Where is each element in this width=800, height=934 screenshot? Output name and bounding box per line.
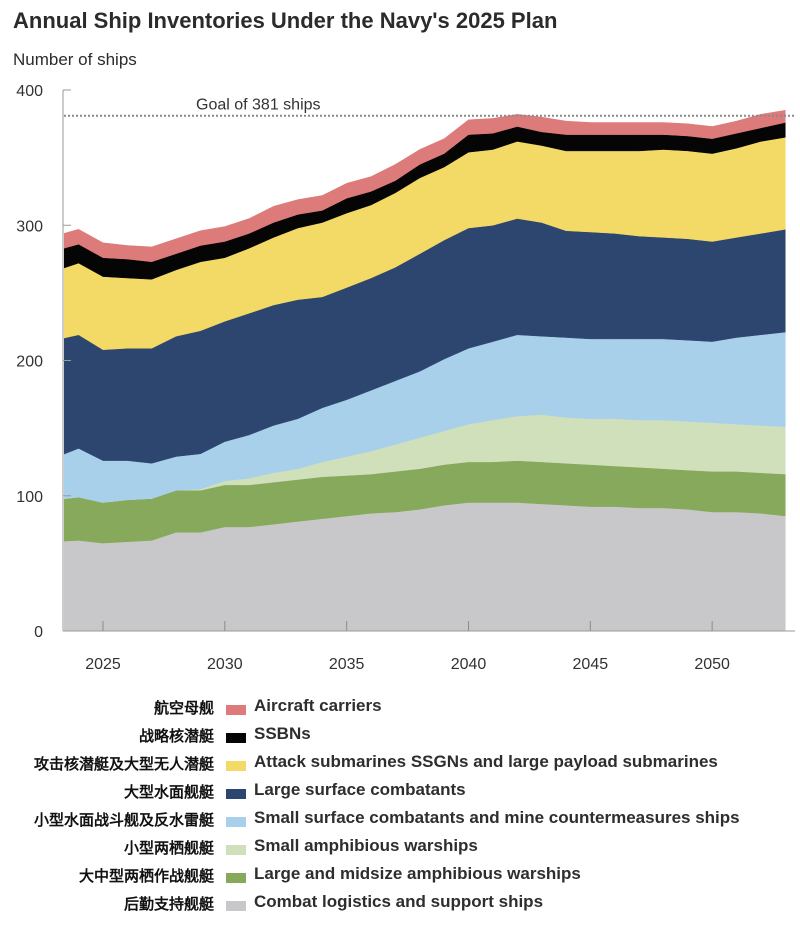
y-tick-label: 300 bbox=[16, 218, 43, 235]
x-tick-label: 2050 bbox=[694, 656, 730, 673]
stacked-area-chart: 0 100 200 300 400 2025 2030 2035 2040 2045 2050 Go… bbox=[16, 83, 795, 673]
x-tick-label: 2030 bbox=[207, 656, 243, 673]
legend-swatch bbox=[226, 901, 246, 911]
legend-label-en: Combat logistics and support ships bbox=[254, 892, 544, 911]
legend-item: 后勤支持舰艇 Combat logistics and support ships bbox=[0, 890, 800, 918]
legend-swatch bbox=[226, 817, 246, 827]
legend-label-cn: 大中型两栖作战舰艇 bbox=[78, 867, 214, 885]
area-layers bbox=[64, 110, 786, 631]
legend-label-en: Aircraft carriers bbox=[254, 696, 382, 715]
legend-item: 航空母舰 Aircraft carriers bbox=[0, 694, 800, 722]
legend-label-cn: 航空母舰 bbox=[153, 699, 214, 717]
legend-label-cn: 后勤支持舰艇 bbox=[123, 895, 214, 913]
x-tick-label: 2040 bbox=[451, 656, 487, 673]
legend-swatch bbox=[226, 789, 246, 799]
legend-item: 大中型两栖作战舰艇 Large and midsize amphibious wa… bbox=[0, 862, 800, 890]
legend-label-en: Attack submarines SSGNs and large payloa… bbox=[254, 752, 718, 771]
legend-label-en: SSBNs bbox=[254, 724, 311, 743]
axes: 0 100 200 300 400 2025 2030 2035 2040 2045 2050 bbox=[16, 83, 795, 673]
legend-label-en: Large surface combatants bbox=[254, 780, 466, 799]
y-axis-label: Number of ships bbox=[13, 50, 137, 69]
x-tick-label: 2035 bbox=[329, 656, 365, 673]
legend-label-en: Large and midsize amphibious warships bbox=[254, 864, 581, 883]
y-tick-label: 0 bbox=[34, 624, 43, 641]
legend-label-en: Small surface combatants and mine counte… bbox=[254, 808, 740, 827]
y-tick-label: 400 bbox=[16, 83, 43, 100]
area-aircraft-carriers bbox=[64, 110, 786, 263]
legend-item: 攻击核潜艇及大型无人潜艇 Attack submarines SSGNs and … bbox=[0, 750, 800, 778]
goal-label: Goal of 381 ships bbox=[196, 97, 321, 114]
y-tick-label: 200 bbox=[16, 354, 43, 371]
goal-reference: Goal of 381 ships bbox=[64, 97, 795, 117]
legend-swatch bbox=[226, 705, 246, 715]
legend-swatch bbox=[226, 873, 246, 883]
legend-label-cn: 攻击核潜艇及大型无人潜艇 bbox=[33, 755, 214, 773]
legend-item: 小型两栖舰艇 Small amphibious warships bbox=[0, 834, 800, 862]
legend-item: 大型水面舰艇 Large surface combatants bbox=[0, 778, 800, 806]
chart-title: Annual Ship Inventories Under the Navy's… bbox=[13, 8, 558, 33]
x-tick-label: 2025 bbox=[85, 656, 121, 673]
legend-label-cn: 小型水面战斗舰及反水雷艇 bbox=[33, 811, 214, 829]
legend-label-cn: 小型两栖舰艇 bbox=[123, 839, 214, 857]
legend-item: 战略核潜艇 SSBNs bbox=[0, 722, 800, 750]
x-tick-label: 2045 bbox=[573, 656, 609, 673]
legend-label-cn: 战略核潜艇 bbox=[138, 727, 214, 745]
legend-swatch bbox=[226, 845, 246, 855]
legend-label-en: Small amphibious warships bbox=[254, 836, 478, 855]
legend-swatch bbox=[226, 761, 246, 771]
legend-label-cn: 大型水面舰艇 bbox=[123, 783, 214, 801]
legend-item: 小型水面战斗舰及反水雷艇 Small surface combatants and… bbox=[0, 806, 800, 834]
y-tick-label: 100 bbox=[16, 489, 43, 506]
legend-swatch bbox=[226, 733, 246, 743]
